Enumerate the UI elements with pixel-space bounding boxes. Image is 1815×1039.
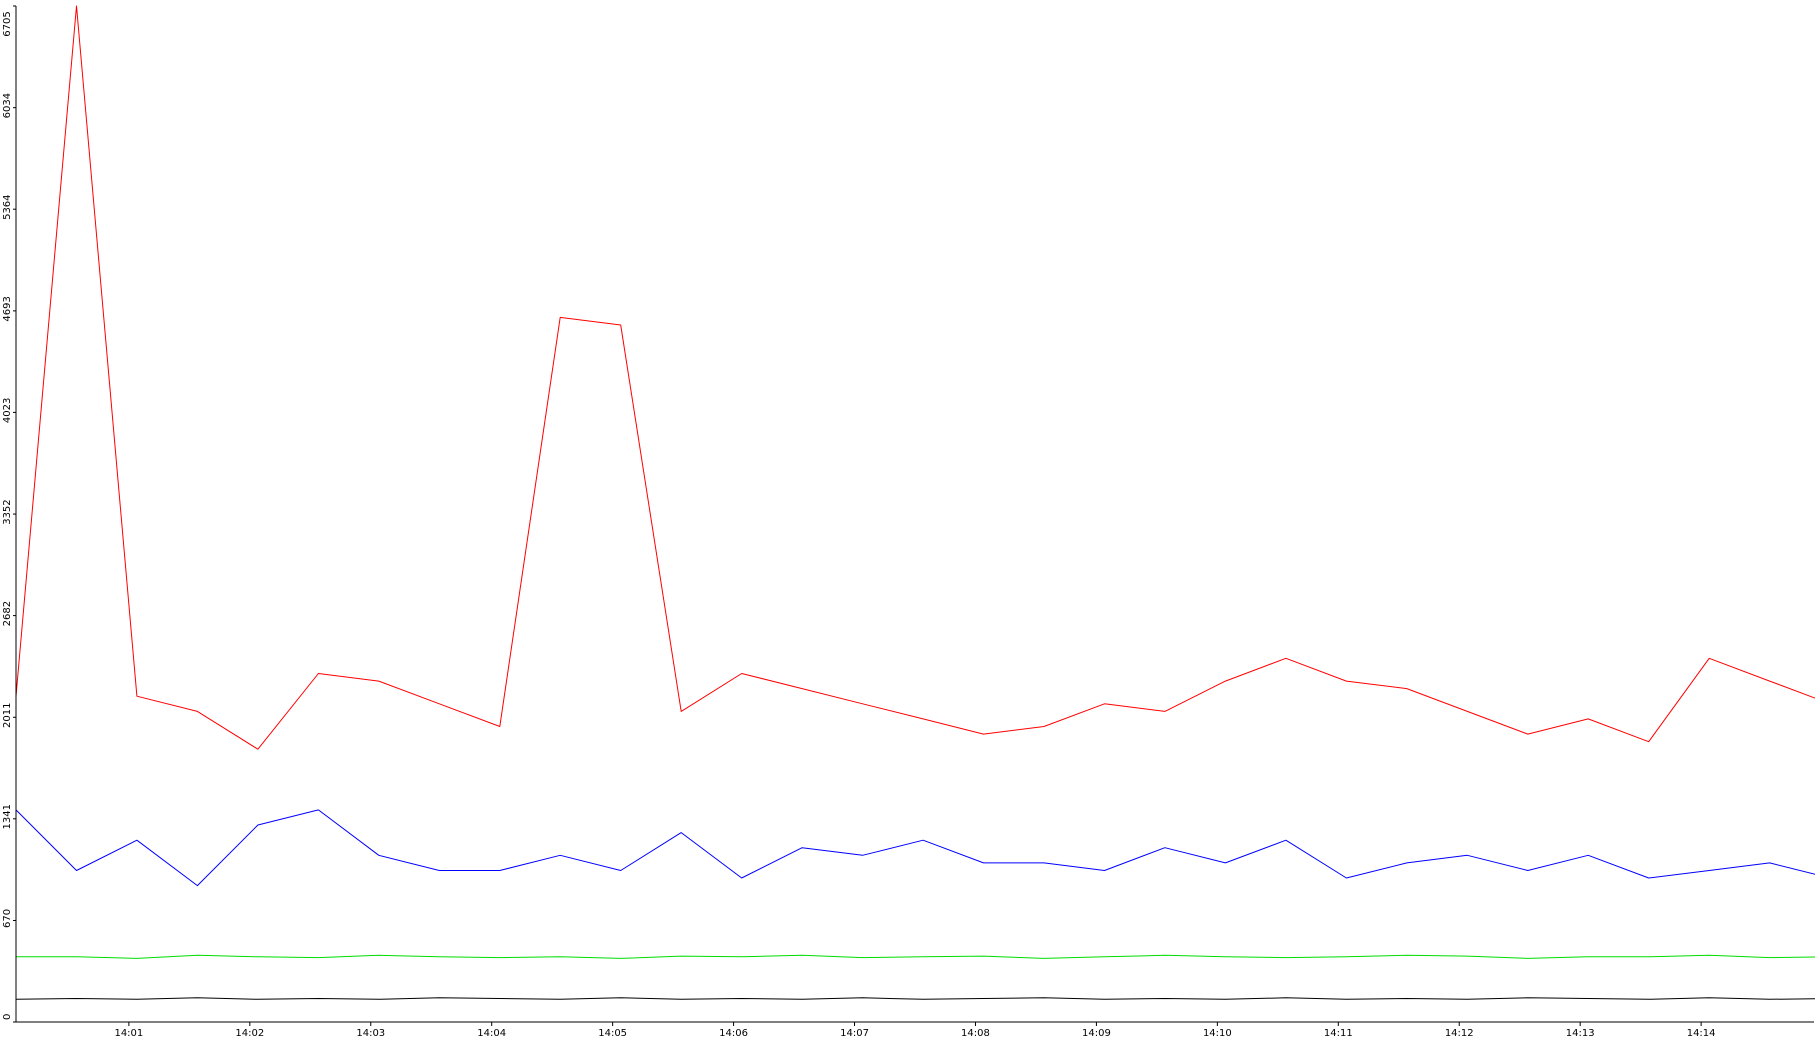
x-tick-label: 14:13 [1566,1028,1595,1039]
y-tick-label: 6705 [2,11,13,36]
y-tick-label: 2682 [2,601,13,626]
y-tick-label: 0 [2,1014,13,1020]
y-tick-label: 3352 [2,499,13,524]
x-tick-label: 14:01 [114,1028,143,1039]
x-tick-label: 14:12 [1445,1028,1474,1039]
series-layer [15,5,1815,1000]
x-tick-label: 14:08 [961,1028,990,1039]
series-line-1 [15,809,1815,887]
x-tick-label: 14:06 [719,1028,748,1039]
x-tick-label: 14:07 [840,1028,869,1039]
y-tick-label: 4693 [2,296,13,321]
x-tick-label: 14:02 [235,1028,264,1039]
y-tick-label: 5364 [2,194,13,219]
y-tick-label: 4023 [2,398,13,423]
series-line-2 [16,954,1815,959]
x-tick-label: 14:11 [1324,1028,1353,1039]
y-tick-label: 1341 [2,804,13,829]
x-tick-label: 14:05 [598,1028,627,1039]
x-tick-label: 14:09 [1082,1028,1111,1039]
x-tick-label: 14:04 [477,1028,506,1039]
series-line-3 [15,997,1815,1000]
x-tick-label: 14:14 [1687,1028,1716,1039]
y-tick-label: 6034 [2,93,13,118]
x-tick-label: 14:10 [1203,1028,1232,1039]
axes-layer: 0 670 1341 2011 2682 3352 4023 4693 5364 6034 6705… [2,5,1814,1039]
y-tick-label: 2011 [2,703,13,728]
series-line-0 [15,5,1815,750]
y-tick-label: 670 [2,909,13,928]
x-tick-label: 14:03 [356,1028,385,1039]
